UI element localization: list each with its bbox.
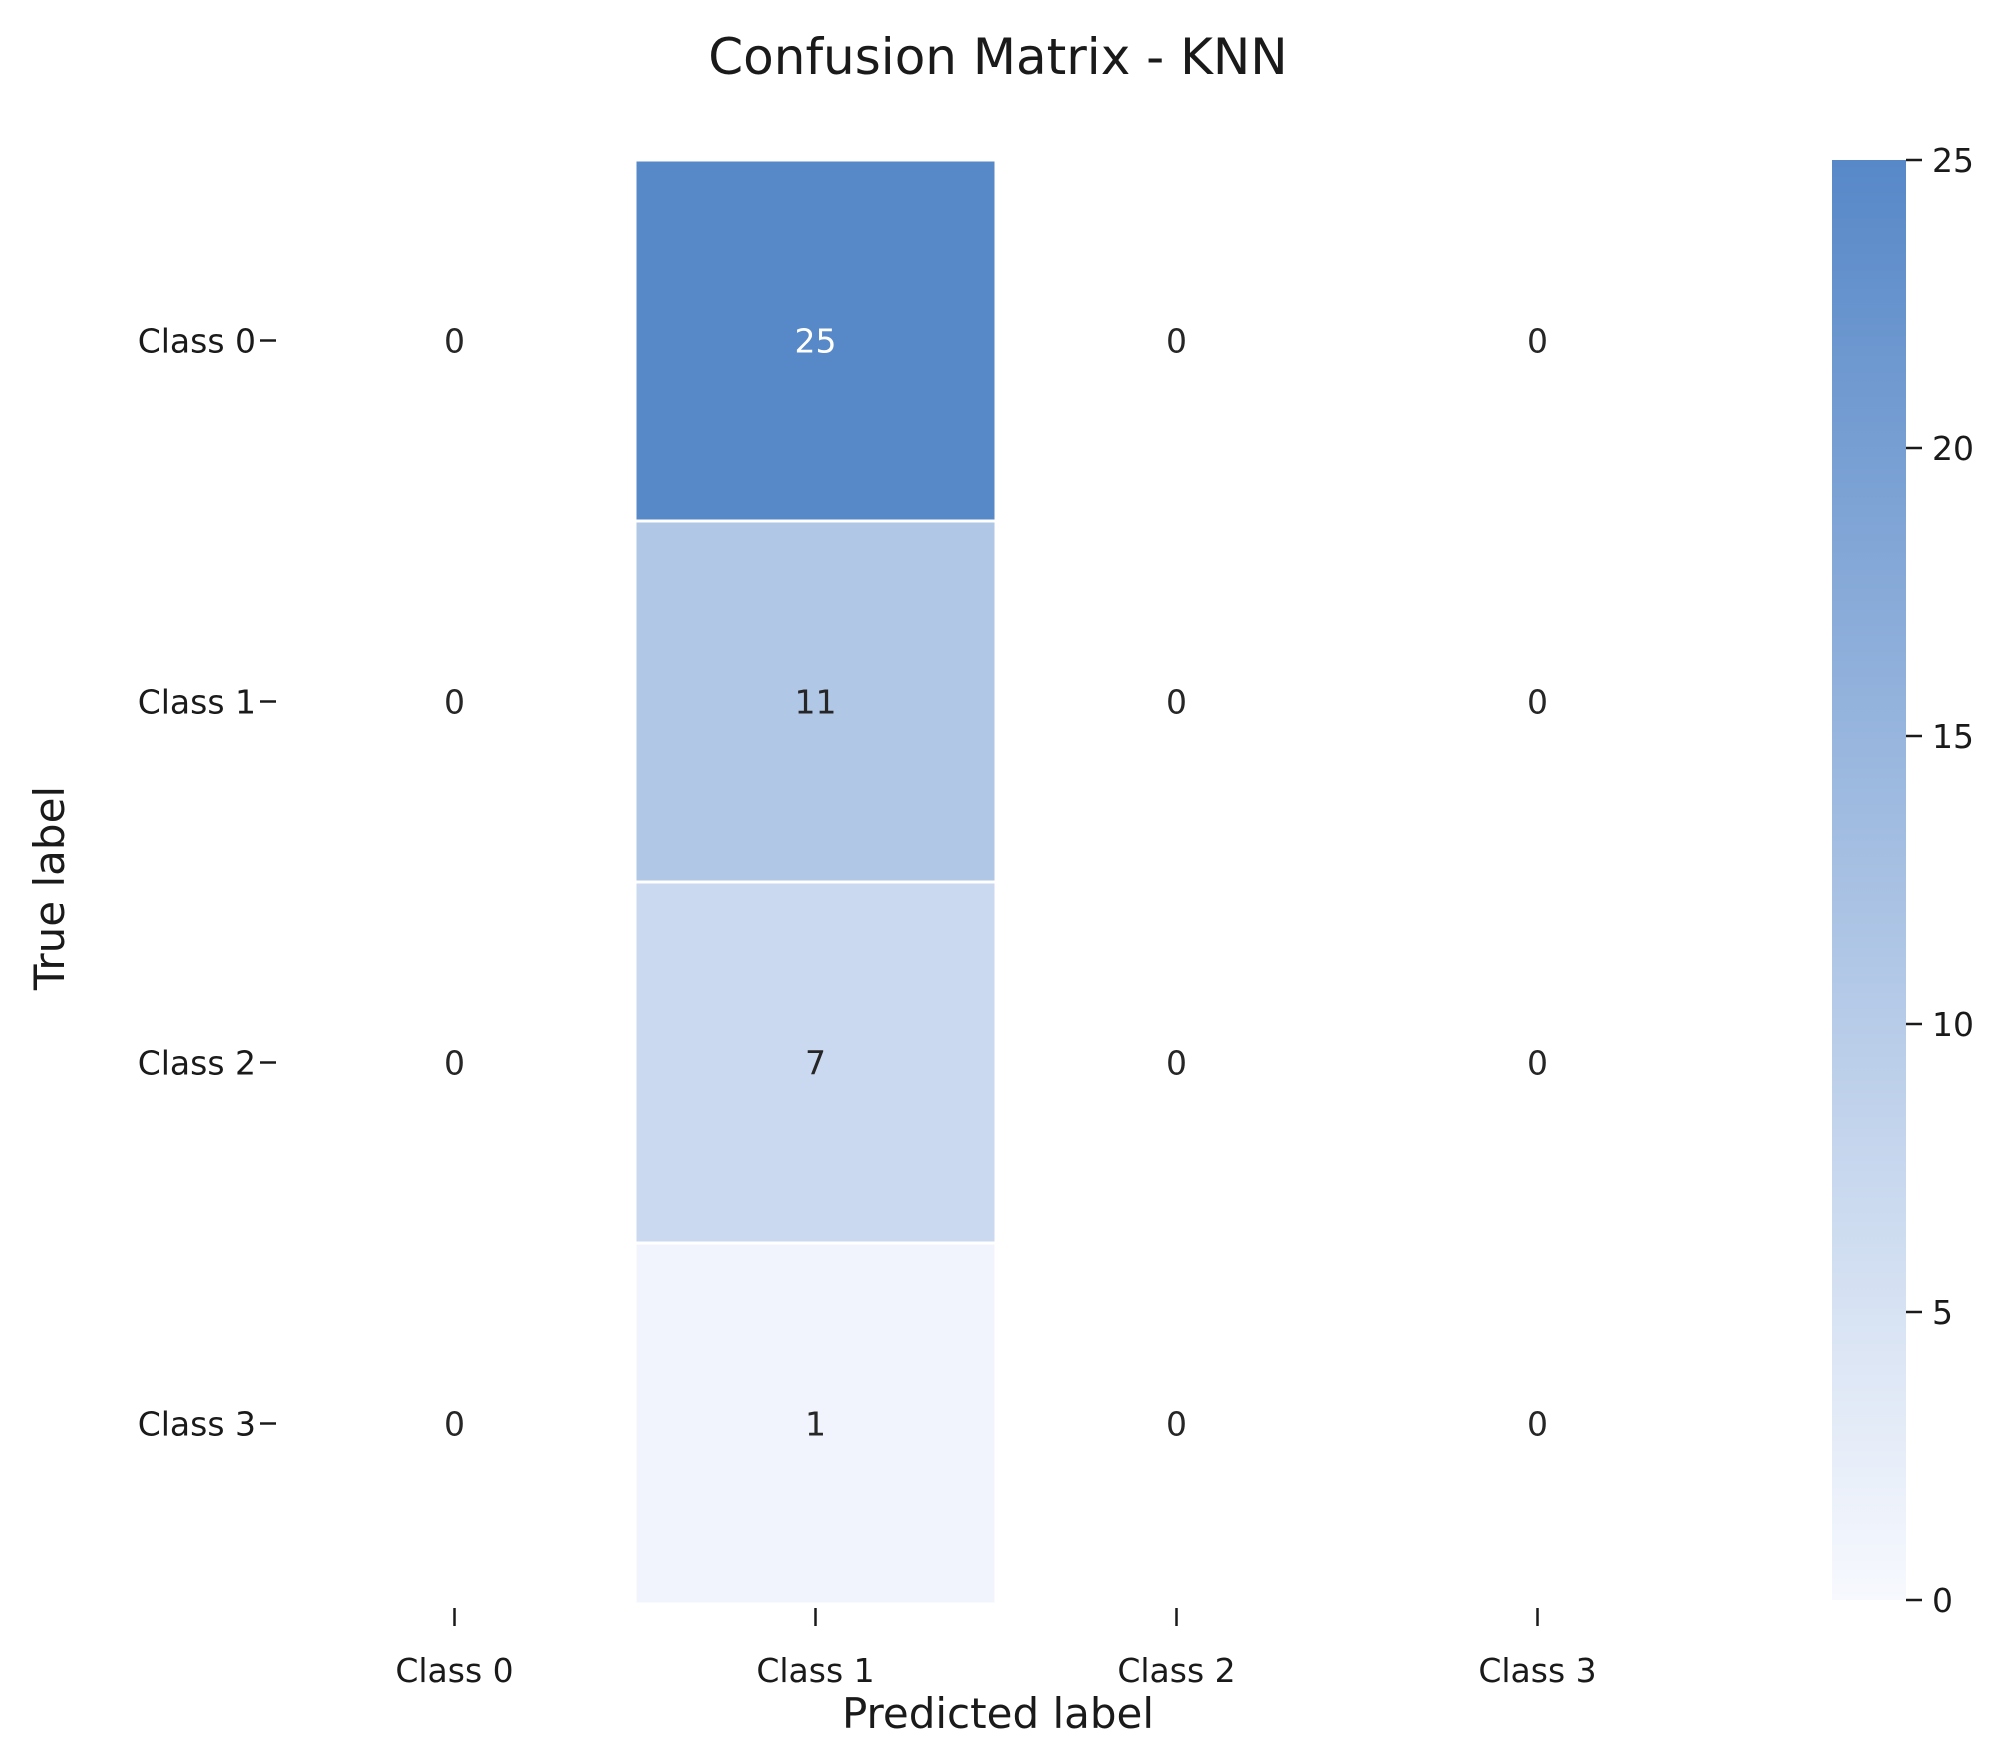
- cell-value-label: 0: [1166, 322, 1187, 361]
- heatmap-cell-labels: 0 25 0 0 0 11 0 0 0 7 0 0 0 1 0 0: [444, 322, 1548, 1444]
- cell-value-label: 7: [805, 1044, 826, 1083]
- cell-value-label: 0: [1166, 683, 1187, 722]
- cell-value-label: 0: [1527, 683, 1548, 722]
- heatmap-cell: [633, 519, 998, 884]
- colorbar-tick-label: 25: [1932, 141, 1974, 180]
- x-tick-label: Class 3: [1478, 1651, 1596, 1690]
- cell-value-label: 0: [1166, 1044, 1187, 1083]
- colorbar-tick-label: 10: [1932, 1005, 1974, 1044]
- x-axis-label: Predicted label: [842, 1689, 1154, 1738]
- x-axis-ticks: Class 0 Class 1 Class 2 Class 3: [395, 1608, 1597, 1690]
- heatmap-cell: [633, 880, 998, 1245]
- colorbar-tick-label: 0: [1932, 1581, 1953, 1620]
- heatmap-cell: [633, 158, 998, 523]
- cell-value-label: 0: [444, 322, 465, 361]
- y-axis-ticks: Class 0 Class 1 Class 2 Class 3: [138, 322, 276, 1444]
- y-tick-label: Class 1: [138, 683, 256, 722]
- cell-value-label: 25: [795, 322, 837, 361]
- cell-value-label: 0: [444, 1044, 465, 1083]
- cell-value-label: 0: [1527, 1405, 1548, 1444]
- x-tick-label: Class 1: [756, 1651, 874, 1690]
- cell-value-label: 0: [1527, 1044, 1548, 1083]
- y-tick-label: Class 0: [138, 322, 256, 361]
- chart-title: Confusion Matrix - KNN: [708, 28, 1287, 86]
- y-axis-label: True label: [25, 786, 74, 991]
- colorbar-ticks: 0 5 10 15 20 25: [1906, 141, 1974, 1620]
- colorbar-tick-label: 15: [1932, 717, 1974, 756]
- cell-value-label: 1: [805, 1405, 826, 1444]
- x-tick-label: Class 2: [1117, 1651, 1235, 1690]
- y-tick-label: Class 3: [138, 1405, 256, 1444]
- cell-value-label: 0: [444, 1405, 465, 1444]
- heatmap-cell: [633, 1241, 998, 1606]
- x-tick-label: Class 0: [395, 1651, 513, 1690]
- colorbar-tick-label: 5: [1932, 1293, 1953, 1332]
- heatmap-cells: [633, 158, 998, 1606]
- cell-value-label: 0: [444, 683, 465, 722]
- cell-value-label: 0: [1166, 1405, 1187, 1444]
- colorbar: [1832, 160, 1906, 1600]
- cell-value-label: 0: [1527, 322, 1548, 361]
- y-tick-label: Class 2: [138, 1044, 256, 1083]
- cell-value-label: 11: [795, 683, 837, 722]
- colorbar-tick-label: 20: [1932, 429, 1974, 468]
